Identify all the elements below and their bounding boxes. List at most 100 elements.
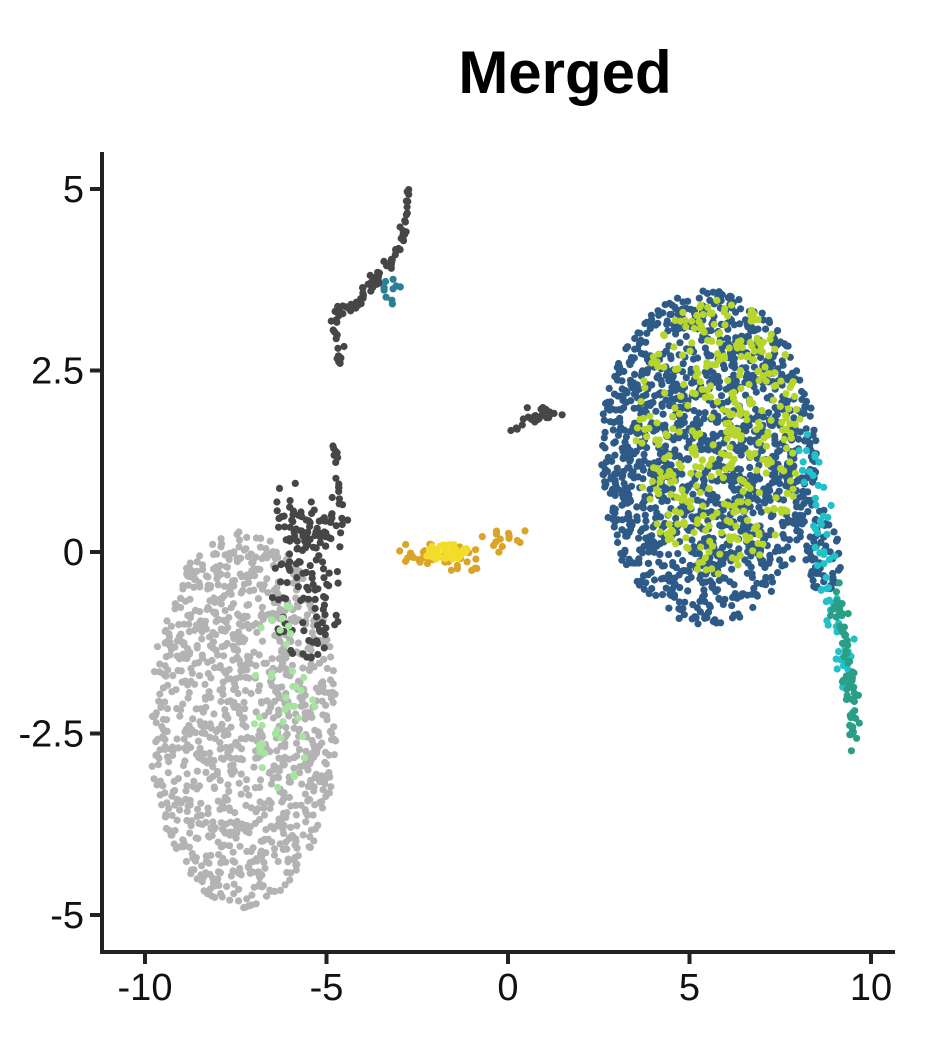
data-point (632, 437, 640, 445)
data-point (655, 490, 663, 498)
data-point (202, 869, 210, 877)
data-point (172, 686, 180, 694)
data-point (674, 520, 682, 528)
data-point (169, 787, 177, 796)
data-point (701, 344, 710, 352)
data-point (709, 513, 717, 521)
data-point (230, 680, 239, 688)
data-point (281, 523, 289, 531)
data-point (708, 309, 716, 317)
data-point (663, 317, 671, 325)
data-point (206, 597, 214, 605)
data-point (521, 527, 529, 535)
data-point (704, 303, 712, 311)
data-point (695, 550, 704, 558)
data-point (273, 584, 281, 592)
data-point (217, 843, 225, 851)
data-point (258, 603, 266, 611)
data-point (773, 411, 781, 419)
data-point (154, 761, 162, 769)
data-point (436, 542, 444, 550)
data-point (183, 782, 191, 790)
data-point (255, 713, 264, 721)
data-point (335, 484, 343, 492)
data-point (679, 308, 687, 316)
data-point (625, 453, 633, 461)
data-point (186, 595, 194, 603)
data-point (300, 673, 308, 682)
points-layer (148, 186, 863, 912)
data-point (686, 347, 694, 355)
data-point (220, 582, 229, 590)
data-point (279, 718, 287, 726)
data-point (261, 864, 269, 872)
data-point (226, 806, 234, 815)
data-point (724, 376, 732, 385)
data-point (285, 622, 293, 630)
data-point (658, 402, 666, 410)
data-point (215, 616, 223, 624)
data-point (746, 484, 754, 492)
data-point (299, 569, 307, 577)
data-point (223, 639, 231, 648)
data-point (698, 456, 706, 464)
data-point (673, 294, 682, 302)
data-point (844, 610, 852, 618)
data-point (702, 445, 710, 453)
data-point (179, 700, 187, 708)
data-point (631, 345, 639, 353)
data-point (790, 414, 798, 422)
data-point (640, 585, 648, 593)
data-point (279, 659, 287, 667)
data-point (679, 556, 687, 565)
data-point (740, 507, 748, 515)
data-point (604, 453, 612, 461)
data-point (213, 767, 221, 776)
data-point (269, 548, 277, 556)
data-point (230, 634, 238, 643)
data-point (824, 513, 832, 522)
data-point (188, 850, 196, 858)
data-point (266, 804, 274, 813)
data-point (266, 886, 274, 894)
data-point (156, 690, 164, 698)
data-point (655, 311, 663, 319)
data-point (687, 573, 695, 581)
data-point (256, 776, 265, 784)
data-point (314, 650, 322, 659)
data-point (666, 310, 674, 319)
data-point (276, 665, 284, 674)
data-point (638, 483, 647, 491)
data-point (787, 434, 795, 442)
data-point (238, 820, 246, 828)
data-point (441, 547, 449, 555)
data-point (250, 586, 258, 594)
data-point (688, 427, 696, 435)
data-point (619, 454, 627, 462)
data-point (271, 564, 279, 572)
data-point (680, 380, 688, 389)
data-point (789, 485, 797, 493)
data-point (227, 743, 235, 751)
data-point (675, 614, 683, 623)
data-point (708, 413, 716, 422)
data-point (665, 510, 673, 519)
data-point (161, 813, 170, 821)
data-point (792, 405, 801, 413)
data-point (219, 685, 227, 693)
data-point (334, 579, 342, 587)
data-point (260, 659, 268, 667)
data-point (809, 478, 817, 486)
data-point (791, 421, 799, 429)
data-point (392, 247, 400, 255)
data-point (472, 555, 480, 563)
data-point (329, 699, 337, 707)
data-point (247, 689, 255, 698)
data-point (148, 762, 156, 770)
data-point (638, 368, 646, 376)
data-point (823, 585, 831, 593)
data-point (626, 447, 634, 455)
data-point (767, 513, 775, 521)
data-point (662, 396, 670, 404)
data-point (623, 532, 631, 540)
